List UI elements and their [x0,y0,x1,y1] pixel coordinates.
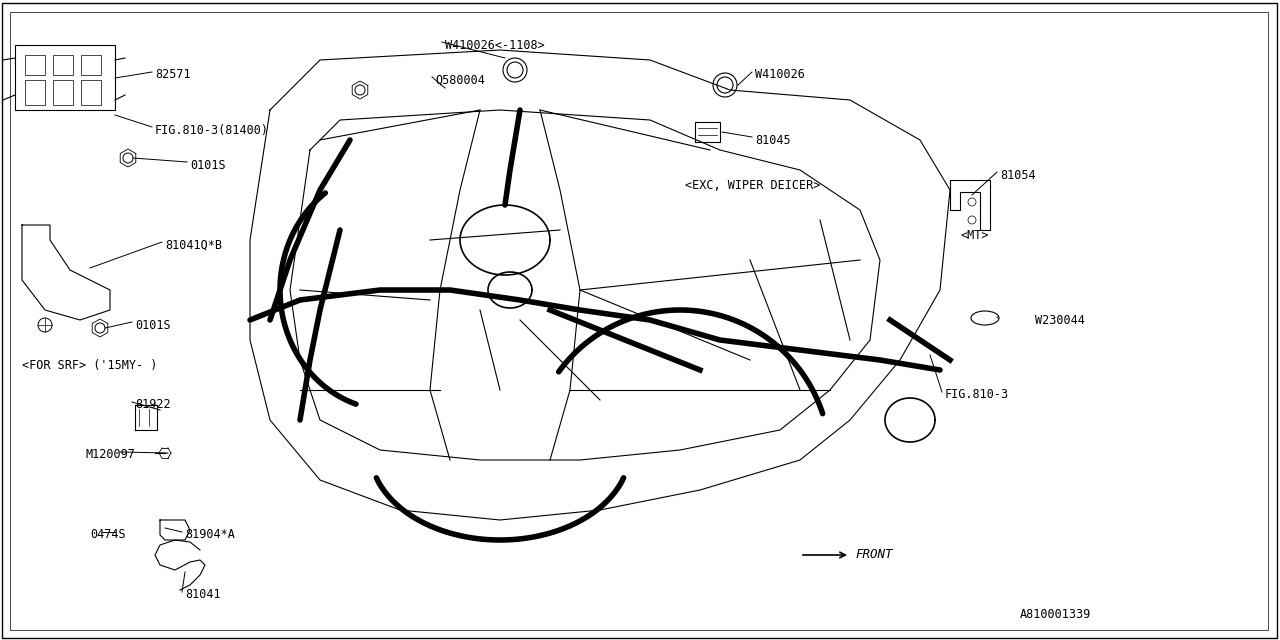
Text: 82571: 82571 [155,68,191,81]
Text: 81054: 81054 [1000,168,1036,182]
Text: 81041: 81041 [186,589,220,602]
Text: W410026<-1108>: W410026<-1108> [445,38,545,51]
Text: FIG.810-3(81400): FIG.810-3(81400) [155,124,269,136]
Text: 81041Q*B: 81041Q*B [165,239,221,252]
Text: <MT>: <MT> [960,228,988,241]
Bar [26,80,45,105]
Text: A810001339: A810001339 [1020,609,1092,621]
Text: 81045: 81045 [755,134,791,147]
Text: 81904*A: 81904*A [186,529,234,541]
Bar [26,55,45,75]
Text: FRONT: FRONT [855,548,892,561]
Bar [52,80,73,105]
Text: M120097: M120097 [84,449,134,461]
Bar [15,45,115,110]
Text: 0101S: 0101S [189,159,225,172]
Text: Q580004: Q580004 [435,74,485,86]
Bar [52,55,73,75]
Text: 0474S: 0474S [90,529,125,541]
Bar [81,55,101,75]
Text: FIG.810-3: FIG.810-3 [945,388,1009,401]
Text: <EXC, WIPER DEICER>: <EXC, WIPER DEICER> [685,179,820,191]
Text: W230044: W230044 [1036,314,1085,326]
Bar [81,80,101,105]
Text: 81922: 81922 [134,399,170,412]
Text: W410026: W410026 [755,68,805,81]
Text: 0101S: 0101S [134,319,170,332]
Text: <FOR SRF> ('15MY- ): <FOR SRF> ('15MY- ) [22,358,157,371]
